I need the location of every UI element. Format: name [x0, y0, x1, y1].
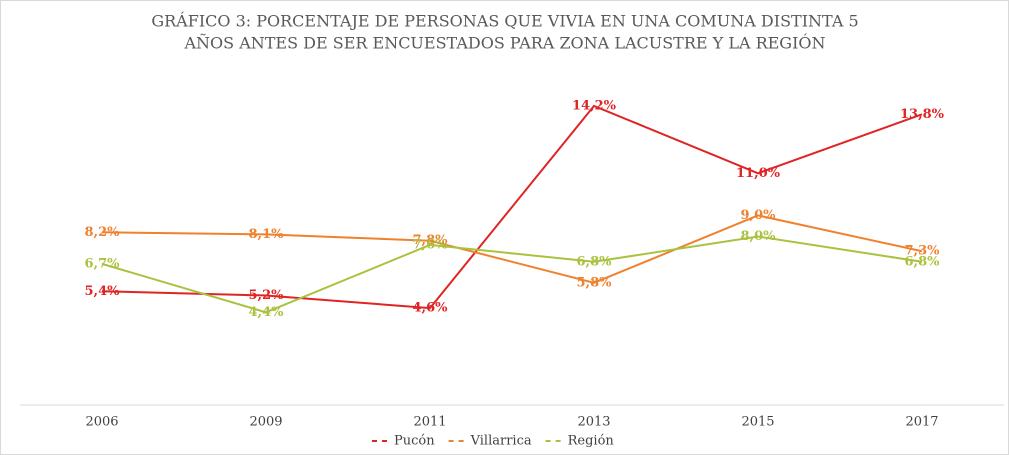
data-label: 6,8%	[905, 254, 941, 269]
chart-title: AÑOS ANTES DE SER ENCUESTADOS PARA ZONA …	[183, 33, 825, 53]
data-label: 5,2%	[249, 288, 285, 303]
data-label: 5,4%	[85, 284, 121, 299]
data-label: 14,2%	[572, 98, 617, 113]
x-tick-label: 2013	[577, 415, 610, 430]
data-label: 7,6%	[413, 237, 449, 252]
data-label: 8,1%	[249, 227, 285, 242]
data-label: 5,8%	[577, 275, 613, 290]
data-label: 7,8%	[413, 233, 449, 248]
data-label: 8,2%	[85, 225, 121, 240]
data-label: 6,7%	[85, 256, 121, 271]
x-tick-label: 2006	[85, 415, 118, 430]
legend-label: Región	[568, 434, 615, 449]
data-label: 6,8%	[577, 254, 613, 269]
data-label: 4,6%	[413, 301, 449, 316]
data-label: 8,0%	[741, 229, 777, 244]
series-line	[101, 235, 923, 314]
x-tick-label: 2011	[413, 415, 446, 430]
data-label: 9,0%	[741, 208, 777, 223]
data-label: 13,8%	[900, 107, 945, 122]
legend-label: Villarrica	[470, 434, 532, 449]
data-label: 4,4%	[249, 305, 285, 320]
data-label: 7,3%	[905, 244, 941, 259]
series-line	[101, 104, 923, 310]
series-line	[101, 214, 923, 284]
legend-label: Pucón	[394, 434, 435, 449]
data-label: 11,0%	[736, 166, 781, 181]
chart-title: GRÁFICO 3: PORCENTAJE DE PERSONAS QUE VI…	[151, 11, 858, 31]
x-tick-label: 2017	[905, 415, 938, 430]
x-tick-label: 2015	[741, 415, 774, 430]
x-tick-label: 2009	[249, 415, 282, 430]
